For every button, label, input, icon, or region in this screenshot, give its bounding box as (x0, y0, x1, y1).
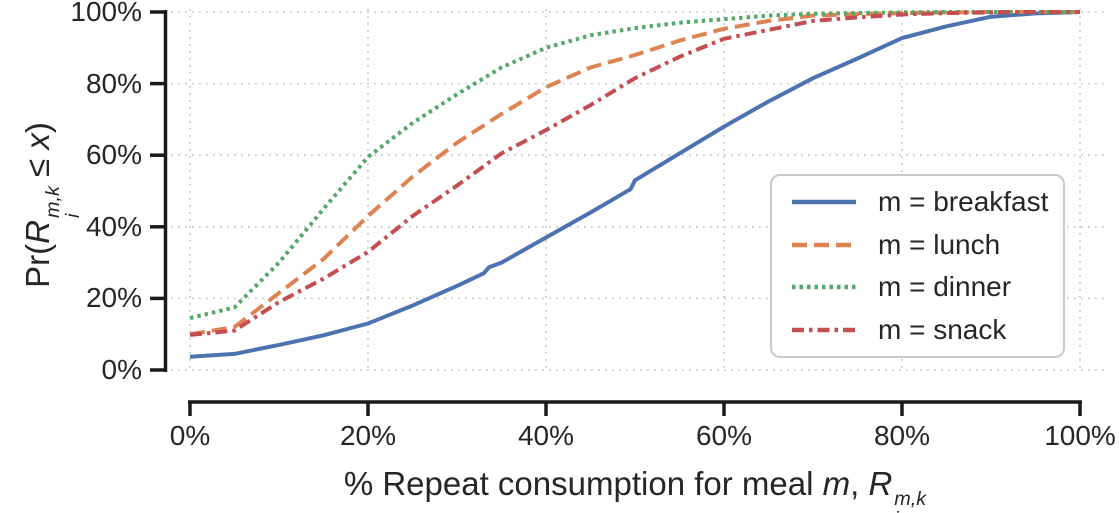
tick-marks (150, 10, 1082, 416)
legend-label: m = snack (878, 313, 1007, 345)
legend-label: m = dinner (878, 271, 1012, 303)
legend-line-sample-m-breakfast (792, 200, 856, 205)
legend-line-sample-m-lunch (792, 242, 856, 248)
xlabel-supsub: m,ki (894, 487, 927, 513)
ylabel-sub: i (61, 213, 84, 218)
xlabel-m: m (822, 465, 851, 502)
legend-line-sample-m-dinner (792, 284, 856, 290)
xlabel-sub: i (894, 508, 926, 513)
x-tick-label: 20% (339, 420, 397, 451)
x-tick-label: 0% (169, 420, 211, 451)
ylabel-supsub: m,k i (41, 186, 84, 218)
legend-label: m = breakfast (878, 186, 1049, 218)
xlabel-prefix: % Repeat consumption for meal (343, 465, 823, 502)
y-tick-label: 20% (85, 282, 142, 314)
ylabel-x: x (19, 133, 56, 150)
y-tick-label: 0% (101, 354, 142, 385)
ylabel-prefix: Pr( (19, 243, 56, 288)
x-axis-label: % Repeat consumption for meal m, Rm,ki (190, 464, 1080, 513)
xlabel-sup: m,k (894, 487, 927, 510)
axis-spines (163, 10, 1082, 404)
curve-m-snack (189, 10, 1080, 337)
x-tick-label: 80% (873, 420, 931, 451)
x-tick-label: 60% (695, 420, 753, 451)
x-tick-label: 40% (517, 420, 575, 451)
curve-m-breakfast (189, 10, 1081, 359)
legend-item-m-snack: m = snack (790, 314, 1063, 346)
legend-box: m = breakfast m = lunch m = dinner m = snac… (770, 174, 1065, 358)
ylabel-sup: m,k (41, 186, 64, 218)
legend-item-m-dinner: m = dinner (790, 271, 1063, 303)
ylabel-leq: ≤ (19, 149, 56, 187)
curve-m-dinner (189, 10, 1080, 321)
legend-label: m = lunch (878, 228, 1001, 260)
curve-m-lunch (189, 10, 1080, 337)
legend-line-sample-m-snack (792, 327, 856, 332)
legend-item-m-breakfast: m = breakfast (790, 186, 1063, 218)
xlabel-sep: , (850, 465, 869, 502)
y-tick-label: 60% (85, 139, 142, 171)
xlabel-R: R (868, 465, 893, 502)
ylabel-close: ) (19, 122, 56, 134)
y-tick-label: 100% (70, 0, 142, 27)
y-axis-label: Pr(R m,k i ≤ x) (16, 45, 84, 365)
ylabel-R: R (19, 220, 56, 244)
y-tick-label: 40% (85, 210, 142, 242)
y-tick-label: 80% (85, 67, 142, 99)
legend-item-m-lunch: m = lunch (790, 229, 1063, 261)
x-tick-label: 100% (1044, 420, 1116, 451)
